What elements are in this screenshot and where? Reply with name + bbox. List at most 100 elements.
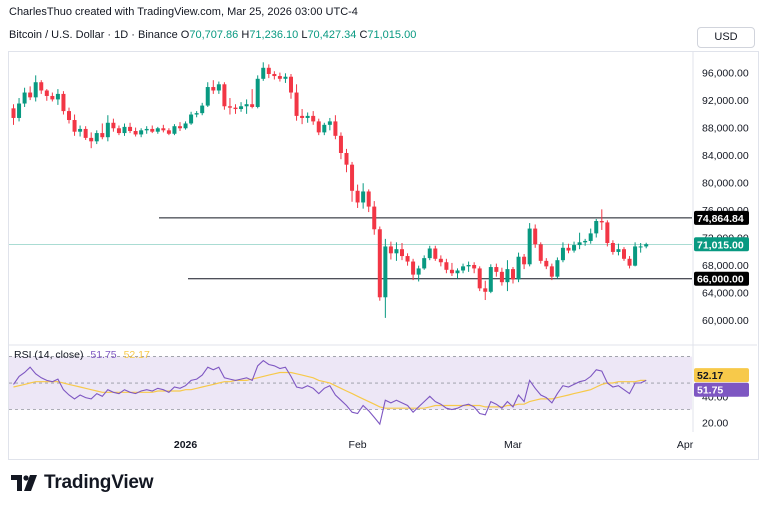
- candle-body: [449, 269, 454, 274]
- candle-body: [200, 105, 205, 114]
- candle: [139, 128, 144, 138]
- brand-name: TradingView: [44, 472, 154, 493]
- tradingview-logo[interactable]: TradingView: [10, 472, 154, 494]
- candle: [100, 123, 105, 140]
- candle-body: [438, 258, 443, 263]
- time-axis[interactable]: 2026 Feb Mar Apr: [174, 439, 694, 451]
- candle: [477, 266, 482, 292]
- candle-body: [466, 264, 471, 267]
- candle-body: [422, 258, 427, 269]
- candle-body: [33, 82, 38, 98]
- candle-body: [477, 268, 482, 289]
- candle: [377, 226, 382, 301]
- candle-body: [255, 78, 260, 107]
- candle-body: [400, 249, 404, 257]
- candle-body: [22, 92, 27, 104]
- candle-body: [289, 76, 293, 93]
- price-tick-label: 88,000.00: [702, 123, 749, 135]
- current-price-badge-text: 71,015.00: [697, 239, 744, 251]
- candle-body: [516, 256, 521, 280]
- price-axis[interactable]: 60,000.0064,000.0068,000.0072,000.0076,0…: [702, 68, 749, 327]
- candle: [61, 91, 66, 115]
- high-label: H: [241, 29, 250, 41]
- candle: [172, 124, 177, 136]
- candle-body: [572, 245, 577, 251]
- candle-body: [511, 269, 515, 280]
- candle-body: [594, 221, 599, 234]
- level-badge-text: 66,000.00: [697, 274, 744, 286]
- candle-body: [227, 106, 232, 108]
- candle-body: [128, 126, 133, 132]
- candle-body: [67, 111, 71, 121]
- candle-body: [577, 242, 582, 246]
- candle: [411, 258, 416, 281]
- candle: [455, 268, 460, 279]
- time-tick-label: 2026: [174, 439, 198, 451]
- level-badge-text: 74,864.84: [697, 213, 744, 225]
- candle: [128, 122, 133, 134]
- candle-body: [233, 107, 238, 110]
- currency-button[interactable]: USD: [697, 27, 755, 48]
- candle: [216, 81, 221, 94]
- rsi-title: RSI (14, close) 51.75 52.17: [14, 349, 150, 361]
- candle-body: [499, 271, 504, 283]
- candle-body: [316, 121, 321, 133]
- candle-body: [150, 128, 155, 132]
- candle: [599, 209, 604, 230]
- candle-body: [205, 87, 210, 106]
- candle-body: [161, 128, 166, 131]
- candle-body: [105, 122, 110, 138]
- candle: [150, 125, 155, 134]
- candle-body: [494, 267, 499, 272]
- candle: [161, 124, 166, 133]
- candle: [633, 242, 638, 267]
- candle: [344, 148, 349, 173]
- candle-body: [394, 249, 399, 254]
- axis-badges: 74,864.84 66,000.00 71,015.00 52.17 51.75: [694, 210, 749, 397]
- candle: [178, 122, 182, 132]
- candle: [438, 255, 443, 267]
- candle-body: [610, 243, 615, 252]
- open-label: O: [180, 29, 190, 41]
- current-price-badge: 71,015.00: [694, 237, 749, 252]
- candle-body: [633, 246, 638, 266]
- candle-body: [17, 103, 22, 118]
- candle-body: [433, 248, 438, 259]
- symbol-legend: Bitcoin / U.S. Dollar · 1D · Binance O70…: [9, 29, 416, 41]
- candle-body: [616, 249, 621, 252]
- candle-body: [483, 288, 488, 292]
- candle-body: [178, 126, 182, 129]
- candle: [67, 107, 71, 124]
- chart-credit: CharlesThuo created with TradingView.com…: [9, 6, 358, 18]
- candle: [594, 218, 599, 238]
- candle-body: [627, 258, 632, 266]
- candle-body: [139, 130, 144, 135]
- high-value: 71,236.10: [249, 29, 299, 41]
- candle: [644, 242, 649, 249]
- candle-body: [239, 106, 244, 110]
- current-price-badge-bg: [694, 237, 749, 252]
- candle-body: [166, 130, 171, 134]
- candle-body: [94, 133, 99, 142]
- candle-body: [538, 244, 543, 261]
- candle: [505, 260, 510, 292]
- candle: [583, 238, 588, 246]
- candle: [394, 242, 399, 261]
- candle: [78, 125, 83, 137]
- rsi-ma-badge-text: 52.17: [697, 370, 723, 382]
- pane-separator: [9, 52, 757, 432]
- candle: [449, 262, 454, 276]
- candle: [294, 84, 299, 121]
- candle: [233, 104, 238, 114]
- candle: [560, 242, 565, 263]
- candle-body: [527, 228, 532, 265]
- candle-body: [416, 268, 421, 275]
- candle-body: [122, 126, 127, 134]
- candle-body: [372, 206, 377, 230]
- candle: [566, 243, 571, 254]
- rsi-ma-badge: 52.17: [694, 368, 749, 383]
- price-tick-label: 96,000.00: [702, 68, 749, 80]
- candle: [17, 98, 22, 122]
